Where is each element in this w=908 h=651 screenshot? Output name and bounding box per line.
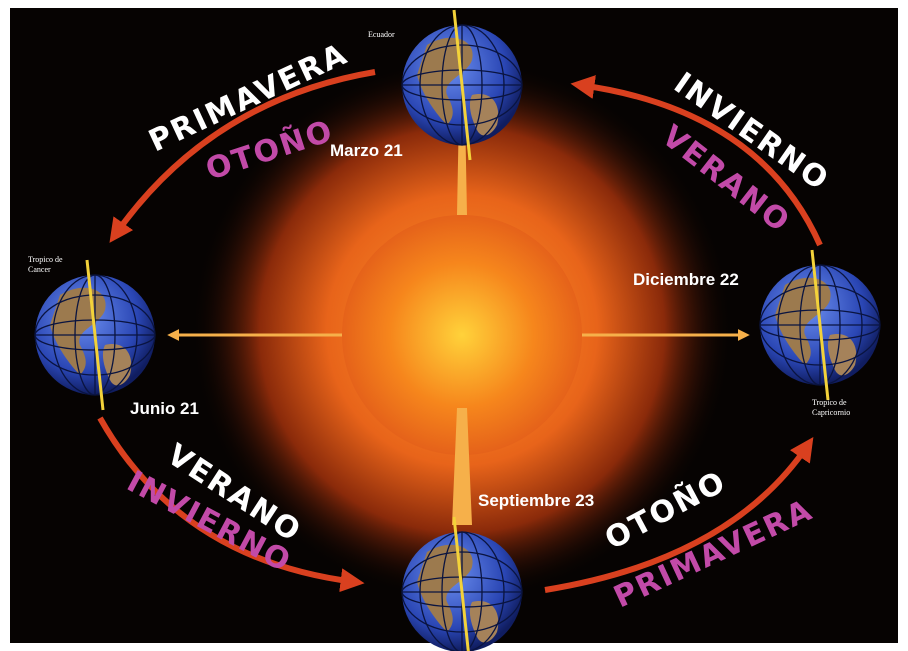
- tropic-label: Capricornio: [812, 408, 850, 417]
- tropic-label: Tropico de: [812, 398, 847, 407]
- seasons-diagram: PRIMAVERA OTOÑO INVIERNO VERANO VERANO I…: [0, 0, 908, 651]
- tropic-label: Tropico de: [28, 255, 63, 264]
- date-label: Junio 21: [130, 399, 199, 418]
- equator-label: Ecuador: [368, 30, 395, 39]
- date-label: Diciembre 22: [633, 270, 739, 289]
- date-label: Marzo 21: [330, 141, 403, 160]
- tropic-label: Cancer: [28, 265, 51, 274]
- date-label: Septiembre 23: [478, 491, 594, 510]
